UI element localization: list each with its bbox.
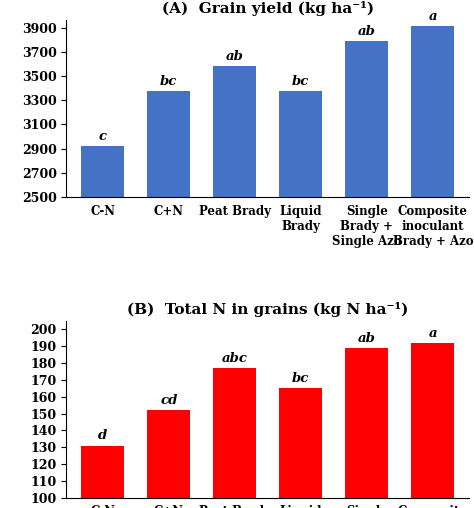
Text: d: d — [98, 429, 107, 442]
Bar — [279, 90, 322, 197]
Bar — [147, 410, 190, 498]
Bar — [213, 368, 256, 498]
Bar — [346, 348, 388, 498]
Bar — [81, 146, 124, 197]
Title: (B)  Total N in grains (kg N ha⁻¹): (B) Total N in grains (kg N ha⁻¹) — [127, 302, 409, 317]
Title: (A)  Grain yield (kg ha⁻¹): (A) Grain yield (kg ha⁻¹) — [162, 2, 374, 16]
Text: cd: cd — [160, 394, 177, 407]
Text: a: a — [428, 327, 437, 339]
Text: abc: abc — [222, 352, 248, 365]
Bar — [81, 446, 124, 498]
Text: ab: ab — [226, 50, 244, 64]
Text: c: c — [99, 130, 107, 143]
Bar — [346, 41, 388, 197]
Bar — [411, 26, 455, 197]
Text: ab: ab — [358, 25, 376, 38]
Bar — [213, 67, 256, 197]
Text: ab: ab — [358, 332, 376, 344]
Text: a: a — [428, 10, 437, 23]
Text: bc: bc — [292, 75, 310, 87]
Bar — [279, 388, 322, 498]
Bar — [411, 343, 455, 498]
Text: bc: bc — [292, 372, 310, 385]
Text: bc: bc — [160, 75, 177, 87]
Bar — [147, 90, 190, 197]
